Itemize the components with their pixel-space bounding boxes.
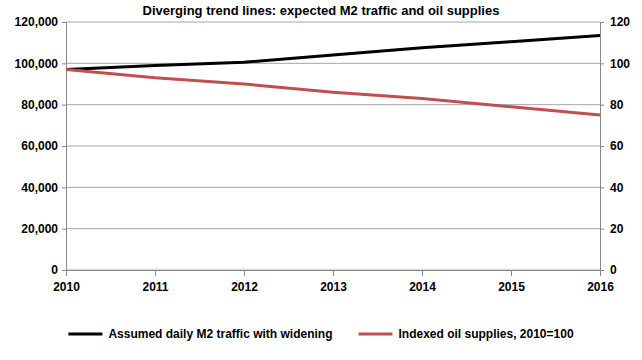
- tick-label: 120: [610, 15, 630, 29]
- tick-label: 40,000: [21, 181, 58, 195]
- tick-label: 100,000: [15, 57, 59, 71]
- tick-mark: [422, 270, 423, 276]
- tick: 120,000: [15, 15, 66, 29]
- tick-label: 2012: [231, 280, 258, 294]
- tick-label: 20: [610, 222, 624, 236]
- tick-label: 0: [51, 263, 58, 277]
- tick-label: 2015: [498, 280, 525, 294]
- legend-item: Assumed daily M2 traffic with widening: [68, 327, 332, 341]
- tick-mark: [62, 105, 66, 106]
- tick: 20,000: [21, 222, 66, 236]
- axis-line: [601, 23, 605, 271]
- tick-label: 2013: [320, 280, 347, 294]
- y-axis: 0 20,000 40,000 60,000 80,000 100,000 120,000: [15, 15, 67, 277]
- chart: Diverging trend lines: expected M2 traff…: [0, 0, 642, 360]
- tick-mark: [600, 229, 604, 230]
- tick: 2011: [142, 270, 168, 294]
- grid-line: [66, 187, 600, 188]
- tick-label: 2014: [409, 280, 436, 294]
- tick-mark: [62, 229, 66, 230]
- legend-swatch: [358, 333, 392, 336]
- grid-line: [66, 104, 600, 105]
- legend-item: Indexed oil supplies, 2010=100: [358, 327, 573, 341]
- tick-mark: [62, 22, 66, 23]
- tick-label: 40: [610, 181, 624, 195]
- legend-swatch: [68, 333, 102, 336]
- tick: 100: [600, 57, 630, 71]
- tick-label: 60: [610, 139, 624, 153]
- tick-mark: [600, 105, 604, 106]
- tick-mark: [511, 270, 512, 276]
- grid-line: [66, 228, 600, 229]
- tick-label: 120,000: [15, 15, 59, 29]
- x-axis: 2010 2011 2012 2013 2014 2015 2016: [53, 270, 614, 294]
- grid: [66, 22, 600, 270]
- tick-mark: [244, 270, 245, 276]
- legend: Assumed daily M2 traffic with widening In…: [68, 327, 573, 341]
- tick-mark: [600, 63, 604, 64]
- tick-label: 2016: [587, 280, 614, 294]
- tick-label: 0: [610, 263, 617, 277]
- tick-mark: [600, 270, 604, 271]
- tick-mark: [155, 270, 156, 276]
- tick-label: 60,000: [21, 139, 58, 153]
- tick-mark: [62, 270, 66, 271]
- tick: 40,000: [21, 181, 66, 195]
- tick: 2015: [498, 270, 525, 294]
- tick: 100,000: [15, 57, 66, 71]
- tick-label: 2010: [53, 280, 80, 294]
- tick: 2013: [320, 270, 347, 294]
- tick-mark: [62, 187, 66, 188]
- tick-mark: [600, 146, 604, 147]
- tick-mark: [600, 22, 604, 23]
- series-line: [66, 70, 600, 115]
- tick-mark: [62, 146, 66, 147]
- tick-label: 80: [610, 98, 624, 112]
- tick-mark: [600, 187, 604, 188]
- tick-label: 2011: [142, 280, 168, 294]
- grid-line: [66, 22, 600, 23]
- tick: 2014: [409, 270, 436, 294]
- legend-label: Assumed daily M2 traffic with widening: [108, 327, 332, 341]
- tick: 0: [51, 263, 66, 277]
- tick: 40: [600, 181, 624, 195]
- tick-label: 20,000: [21, 222, 58, 236]
- tick: 2012: [231, 270, 258, 294]
- tick: 20: [600, 222, 624, 236]
- series-group: [66, 35, 600, 115]
- tick-label: 100: [610, 57, 630, 71]
- series-line: [66, 35, 600, 69]
- axis-line: [62, 23, 67, 271]
- tick-label: 80,000: [21, 98, 58, 112]
- legend-label: Indexed oil supplies, 2010=100: [398, 327, 573, 341]
- grid-line: [66, 63, 600, 64]
- tick: 60: [600, 139, 624, 153]
- tick: 60,000: [21, 139, 66, 153]
- tick: 120: [600, 15, 630, 29]
- y2-axis: 0 20 40 60 80 100 120: [600, 15, 630, 277]
- chart-title: Diverging trend lines: expected M2 traff…: [143, 3, 500, 18]
- tick-mark: [333, 270, 334, 276]
- tick-mark: [62, 63, 66, 64]
- tick: 80: [600, 98, 624, 112]
- grid-line: [66, 146, 600, 147]
- tick: 0: [600, 263, 617, 277]
- tick: 80,000: [21, 98, 66, 112]
- plot-area: 2010 2011 2012 2013 2014 2015 2016 0 20,000 40,00…: [15, 15, 631, 293]
